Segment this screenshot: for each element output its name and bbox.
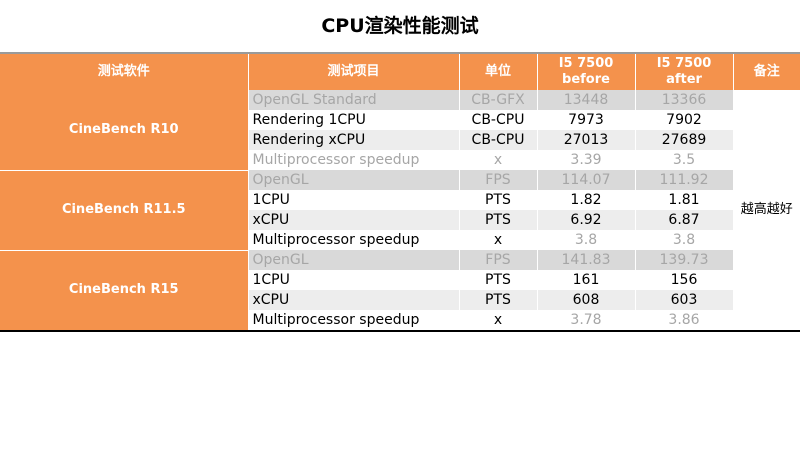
header-after-line2: after xyxy=(666,72,702,87)
before-cell: 114.07 xyxy=(537,170,636,190)
unit-cell: x xyxy=(459,230,538,250)
after-cell: 3.5 xyxy=(635,150,734,170)
table-row: Rendering xCPU CB-CPU 27013 27689 xyxy=(0,130,800,150)
before-cell: 3.8 xyxy=(537,230,636,250)
item-cell: Multiprocessor speedup xyxy=(248,230,460,250)
header-unit: 单位 xyxy=(459,53,538,90)
unit-cell: x xyxy=(459,150,538,170)
before-cell: 3.39 xyxy=(537,150,636,170)
item-cell: xCPU xyxy=(248,290,460,310)
table-row: Rendering 1CPU CB-CPU 7973 7902 xyxy=(0,110,800,130)
header-before-line2: before xyxy=(562,72,610,87)
before-cell: 3.78 xyxy=(537,310,636,331)
header-note: 备注 xyxy=(733,53,800,90)
suite-cell: CineBench R15 xyxy=(0,250,249,332)
table-row: xCPU PTS 6.92 6.87 xyxy=(0,210,800,230)
after-cell: 1.81 xyxy=(635,190,734,210)
before-cell: 1.82 xyxy=(537,190,636,210)
unit-cell: PTS xyxy=(459,290,538,310)
unit-cell: PTS xyxy=(459,210,538,230)
table-row: Multiprocessor speedup x 3.39 3.5 xyxy=(0,150,800,170)
after-cell: 13366 xyxy=(635,90,734,110)
table-row: 1CPU PTS 1.82 1.81 xyxy=(0,190,800,210)
after-cell: 3.86 xyxy=(635,310,734,331)
note-cell: 越高越好 xyxy=(733,90,800,331)
suite-cell: CineBench R10 xyxy=(0,90,249,171)
after-cell: 603 xyxy=(635,290,734,310)
table-row: CineBench R11.5 OpenGL FPS 114.07 111.92 xyxy=(0,170,800,251)
header-row: 测试软件 测试项目 单位 I5 7500 before I5 7500 afte… xyxy=(0,53,800,90)
unit-cell: CB-CPU xyxy=(459,130,538,150)
header-after: I5 7500 after xyxy=(635,53,734,90)
item-cell: OpenGL Standard xyxy=(248,90,460,110)
before-cell: 7973 xyxy=(537,110,636,130)
header-software: 测试软件 xyxy=(0,53,249,90)
before-cell: 141.83 xyxy=(537,250,636,270)
unit-cell: FPS xyxy=(459,250,538,270)
unit-cell: PTS xyxy=(459,270,538,290)
table-row: CineBench R10 OpenGL Standard CB-GFX 134… xyxy=(0,90,800,331)
item-cell: 1CPU xyxy=(248,190,460,210)
after-cell: 111.92 xyxy=(635,170,734,190)
benchmark-table: 测试软件 测试项目 单位 I5 7500 before I5 7500 afte… xyxy=(0,52,800,332)
item-cell: OpenGL xyxy=(248,170,460,190)
unit-cell: CB-CPU xyxy=(459,110,538,130)
table-row: xCPU PTS 608 603 xyxy=(0,290,800,310)
after-cell: 3.8 xyxy=(635,230,734,250)
unit-cell: PTS xyxy=(459,190,538,210)
page-title: CPU渲染性能测试 xyxy=(321,15,479,37)
item-cell: Rendering xCPU xyxy=(248,130,460,150)
table-row: 1CPU PTS 161 156 xyxy=(0,270,800,290)
before-cell: 13448 xyxy=(537,90,636,110)
item-cell: 1CPU xyxy=(248,270,460,290)
before-cell: 161 xyxy=(537,270,636,290)
after-cell: 6.87 xyxy=(635,210,734,230)
item-cell: Multiprocessor speedup xyxy=(248,310,460,331)
table-row: CineBench R15 OpenGL FPS 141.83 139.73 xyxy=(0,250,800,332)
unit-cell: CB-GFX xyxy=(459,90,538,110)
table-row: Multiprocessor speedup x 3.78 3.86 xyxy=(0,310,800,331)
suite-cell: CineBench R11.5 xyxy=(0,170,249,251)
header-item: 测试项目 xyxy=(248,53,460,90)
after-cell: 156 xyxy=(635,270,734,290)
header-before-line1: I5 7500 xyxy=(558,56,614,71)
item-cell: OpenGL xyxy=(248,250,460,270)
item-cell: Multiprocessor speedup xyxy=(248,150,460,170)
after-cell: 27689 xyxy=(635,130,734,150)
table-row: Multiprocessor speedup x 3.8 3.8 xyxy=(0,230,800,250)
after-cell: 7902 xyxy=(635,110,734,130)
before-cell: 608 xyxy=(537,290,636,310)
before-cell: 6.92 xyxy=(537,210,636,230)
header-before: I5 7500 before xyxy=(537,53,636,90)
unit-cell: x xyxy=(459,310,538,331)
item-cell: xCPU xyxy=(248,210,460,230)
item-cell: Rendering 1CPU xyxy=(248,110,460,130)
before-cell: 27013 xyxy=(537,130,636,150)
after-cell: 139.73 xyxy=(635,250,734,270)
unit-cell: FPS xyxy=(459,170,538,190)
header-after-line1: I5 7500 xyxy=(656,56,712,71)
